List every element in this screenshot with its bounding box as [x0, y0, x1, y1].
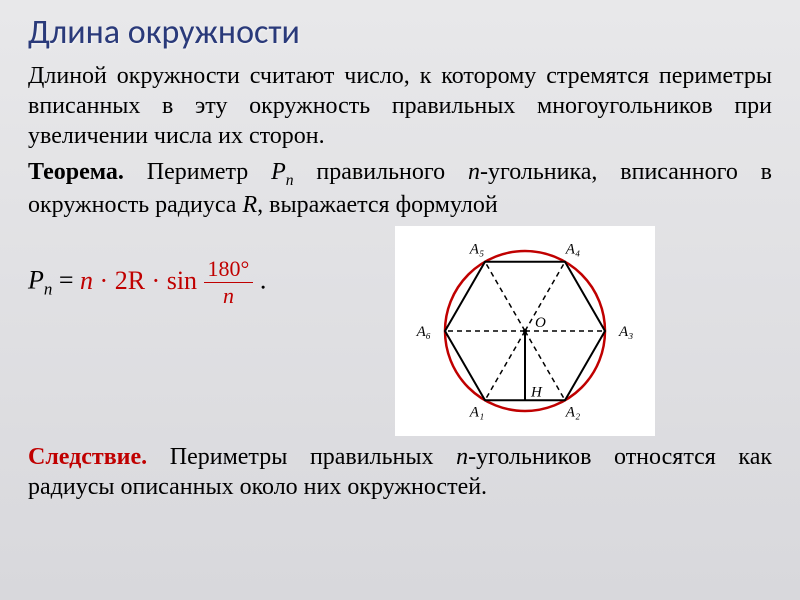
formula-dot2: ·: [152, 266, 161, 295]
corollary-text-1: Периметры правильных: [170, 444, 456, 470]
hexagon-diagram: A₁ A₂ A₃ A₄ A₅ A₆ O H: [395, 226, 655, 436]
corollary-n: n: [456, 444, 468, 470]
corollary-label: Следствие.: [28, 444, 147, 470]
theorem-paragraph: Теорема. Периметр Pn правильного n-уголь…: [28, 157, 772, 220]
formula-dot1: ·: [100, 266, 109, 295]
page-title: Длина окружности: [28, 12, 772, 53]
theorem-R: R: [242, 192, 257, 218]
formula-sin: sin: [167, 266, 197, 295]
formula-period: .: [260, 266, 267, 295]
theorem-text-2: правильного: [316, 159, 468, 185]
formula-rhs: n · 2R · sin 180° n: [80, 266, 260, 295]
theorem-n: n: [468, 159, 480, 185]
svg-text:O: O: [535, 315, 546, 331]
svg-text:A₄: A₄: [565, 242, 580, 258]
formula-P: P: [28, 266, 44, 295]
formula-2R: 2R: [115, 266, 145, 295]
diagram-container: A₁ A₂ A₃ A₄ A₅ A₆ O H: [278, 226, 772, 436]
formula-fraction: 180° n: [204, 256, 254, 309]
formula-eq: =: [59, 266, 80, 295]
svg-text:A₆: A₆: [416, 324, 431, 340]
theorem-text-4: , выражается формулой: [257, 192, 498, 218]
formula-P-sub: n: [44, 280, 52, 299]
corollary-paragraph: Следствие. Периметры правильных n-угольн…: [28, 442, 772, 502]
svg-text:H: H: [530, 385, 543, 401]
theorem-P-sub: n: [286, 172, 294, 189]
svg-text:A₁: A₁: [469, 405, 484, 421]
formula-n: n: [80, 266, 93, 295]
svg-text:A₅: A₅: [469, 242, 484, 258]
theorem-P: P: [271, 159, 286, 185]
formula-den: n: [204, 283, 254, 309]
formula-num: 180°: [204, 256, 254, 283]
definition-paragraph: Длиной окружности считают число, к котор…: [28, 61, 772, 151]
formula: Pn = n · 2R · sin 180° n .: [28, 256, 266, 309]
svg-text:A₃: A₃: [618, 324, 633, 340]
formula-and-diagram-row: Pn = n · 2R · sin 180° n . A₁ A₂ A₃ A₄ A₅ A₆ O…: [28, 226, 772, 436]
svg-text:A₂: A₂: [565, 405, 580, 421]
theorem-text-1: Периметр: [147, 159, 271, 185]
theorem-label: Теорема.: [28, 159, 124, 185]
